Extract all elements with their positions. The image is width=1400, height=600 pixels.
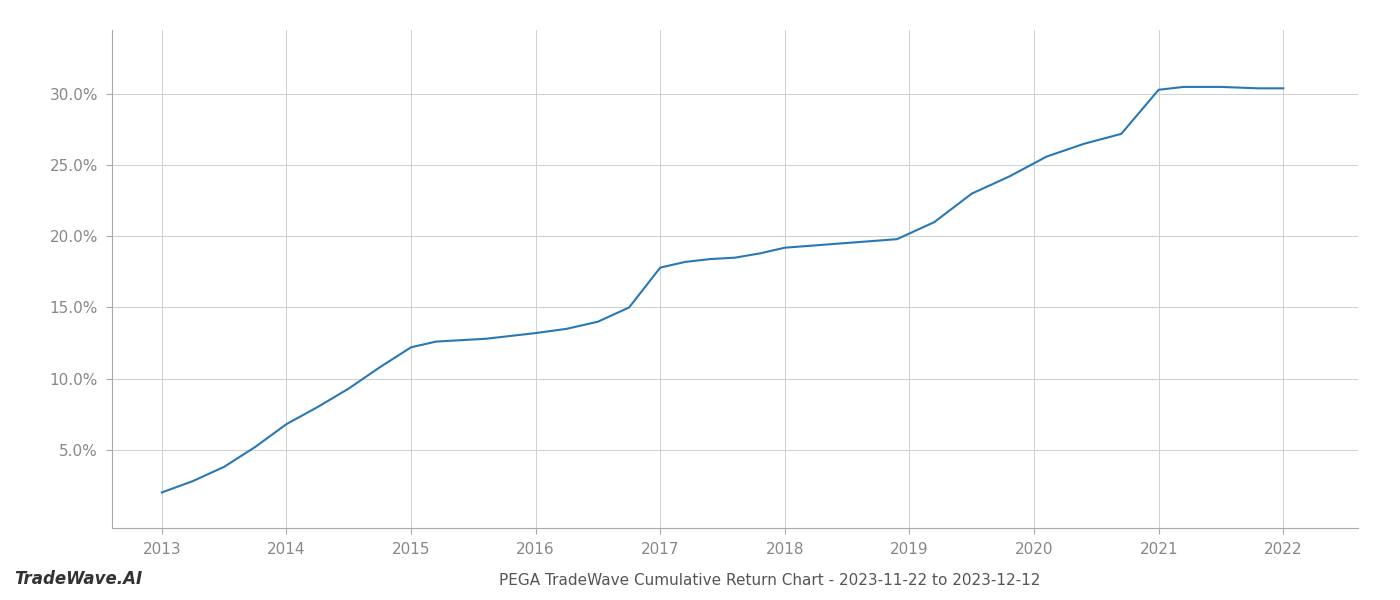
Text: TradeWave.AI: TradeWave.AI <box>14 570 143 588</box>
Text: PEGA TradeWave Cumulative Return Chart - 2023-11-22 to 2023-12-12: PEGA TradeWave Cumulative Return Chart -… <box>500 573 1040 588</box>
